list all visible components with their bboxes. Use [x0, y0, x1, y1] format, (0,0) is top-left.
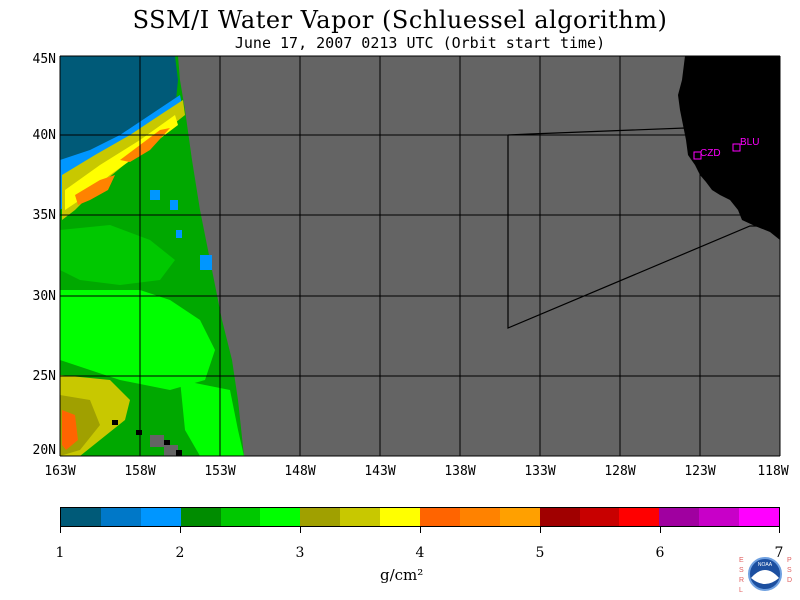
station-czd-marker — [693, 151, 702, 160]
lon-label-148w: 148W — [284, 464, 316, 479]
colorbar-swatch-2 — [100, 508, 141, 526]
colorbar-tick — [60, 527, 61, 533]
colorbar-swatch-18 — [739, 508, 780, 526]
station-blu-marker — [732, 143, 741, 152]
colorbar-label-7: 7 — [774, 545, 784, 561]
colorbar-swatch-15 — [619, 508, 660, 526]
station-czd-label: CZD — [700, 148, 721, 159]
noaa-logo-icon[interactable]: E S R L NOAA P S D — [735, 550, 795, 600]
colorbar-swatch-16 — [659, 508, 700, 526]
lat-label-35n: 35N — [32, 208, 56, 223]
land-mass — [678, 56, 780, 240]
colorbar-tick — [180, 527, 181, 533]
colorbar-swatch-3 — [140, 508, 181, 526]
station-czd[interactable]: CZD — [693, 148, 721, 160]
lon-label-153w: 153W — [204, 464, 236, 479]
logo-left-text-s: S — [739, 567, 744, 574]
logo-left-text-r: R — [739, 577, 744, 584]
lon-label-138w: 138W — [444, 464, 476, 479]
station-blu-label: BLU — [740, 137, 759, 148]
colorbar-swatch-11 — [459, 508, 500, 526]
lat-label-20n: 20N — [32, 443, 56, 458]
logo-right-text-d: D — [787, 577, 792, 584]
colorbar-swatch-10 — [420, 508, 460, 526]
colorbar-tick — [420, 527, 421, 533]
colorbar-units: g/cm² — [380, 566, 424, 584]
lon-label-118w: 118W — [757, 464, 789, 479]
noaa-text: NOAA — [758, 562, 773, 568]
colorbar-swatch-17 — [699, 508, 740, 526]
lat-label-30n: 30N — [32, 289, 56, 304]
colorbar-tick — [540, 527, 541, 533]
domain-outline — [507, 127, 761, 329]
colorbar-label-6: 6 — [655, 545, 665, 561]
satellite-swath — [60, 56, 244, 456]
lon-label-133w: 133W — [524, 464, 556, 479]
colorbar-tick — [660, 527, 661, 533]
lon-label-163w: 163W — [44, 464, 76, 479]
colorbar-tick — [779, 527, 780, 533]
lat-label-45n: 45N — [32, 52, 56, 67]
water-vapor-map: CZD BLU — [59, 55, 781, 457]
colorbar-label-4: 4 — [415, 545, 425, 561]
map-subtitle: June 17, 2007 0213 UTC (Orbit start time… — [234, 34, 606, 52]
colorbar-swatch-1 — [61, 508, 101, 526]
colorbar-swatch-7 — [300, 508, 341, 526]
lon-label-123w: 123W — [684, 464, 716, 479]
lon-label-143w: 143W — [364, 464, 396, 479]
lon-label-128w: 128W — [604, 464, 636, 479]
station-blu[interactable]: BLU — [732, 137, 759, 152]
colorbar-label-3: 3 — [295, 545, 305, 561]
logo-left-text-l: L — [739, 587, 743, 594]
map-title: SSM/I Water Vapor (Schluessel algorithm) — [132, 6, 668, 34]
colorbar — [60, 507, 780, 527]
logo-right-text-p: P — [787, 557, 792, 564]
lat-lon-grid — [59, 55, 781, 457]
noaa-bird — [751, 570, 779, 584]
colorbar-label-1: 1 — [55, 545, 65, 561]
lat-label-25n: 25N — [32, 369, 56, 384]
colorbar-swatch-6 — [260, 508, 301, 526]
colorbar-swatch-4 — [180, 508, 221, 526]
colorbar-swatch-14 — [579, 508, 620, 526]
colorbar-swatch-12 — [499, 508, 540, 526]
logo-left-text: E — [739, 557, 744, 564]
colorbar-label-5: 5 — [535, 545, 545, 561]
lat-label-40n: 40N — [32, 128, 56, 143]
colorbar-swatch-13 — [539, 508, 580, 526]
colorbar-label-2: 2 — [175, 545, 185, 561]
colorbar-swatch-5 — [220, 508, 261, 526]
colorbar-tick — [300, 527, 301, 533]
colorbar-swatch-9 — [380, 508, 421, 526]
logo-right-text-s: S — [787, 567, 792, 574]
lon-label-158w: 158W — [124, 464, 156, 479]
colorbar-swatch-8 — [340, 508, 381, 526]
